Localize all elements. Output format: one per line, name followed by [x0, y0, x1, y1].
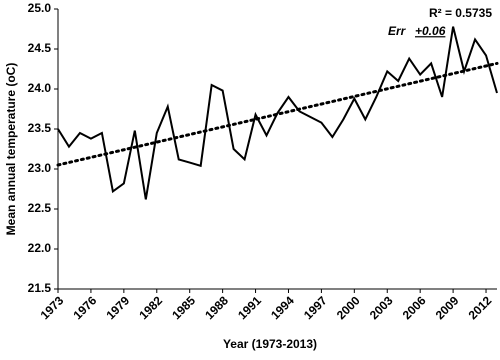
x-tick-label: 1976 — [71, 293, 100, 322]
x-tick-label: 2012 — [466, 293, 495, 322]
annotation: +0.06 — [415, 24, 446, 38]
y-axis-title: Mean annual temperature (oC) — [4, 63, 18, 236]
y-tick-label: 22.5 — [28, 201, 52, 215]
x-tick-label: 1985 — [169, 293, 198, 322]
x-tick-label: 1988 — [202, 293, 231, 322]
y-tick-label: 24.0 — [28, 81, 52, 95]
x-tick-label: 2006 — [400, 293, 429, 322]
x-tick-label: 1973 — [38, 293, 67, 322]
y-tick-label: 24.5 — [28, 41, 52, 55]
x-axis-title: Year (1973-2013) — [223, 337, 317, 351]
annotation: Err — [388, 24, 407, 38]
x-tick-label: 2003 — [367, 293, 396, 322]
y-tick-label: 23.0 — [28, 161, 52, 175]
x-tick-label: 1982 — [136, 293, 165, 322]
y-tick-label: 25.0 — [28, 1, 52, 15]
x-tick-label: 1997 — [301, 293, 330, 322]
data-line — [57, 26, 498, 200]
x-tick-label: 2000 — [334, 293, 363, 322]
annotation: R² = 0.5735 — [429, 6, 492, 20]
y-tick-label: 23.5 — [28, 121, 52, 135]
y-tick-label: 22.0 — [28, 241, 52, 255]
x-tick-label: 2009 — [433, 293, 462, 322]
x-tick-label: 1994 — [268, 293, 297, 322]
x-tick-label: 1979 — [103, 293, 132, 322]
y-tick-label: 21.5 — [28, 281, 52, 295]
x-tick-label: 1991 — [235, 293, 264, 322]
